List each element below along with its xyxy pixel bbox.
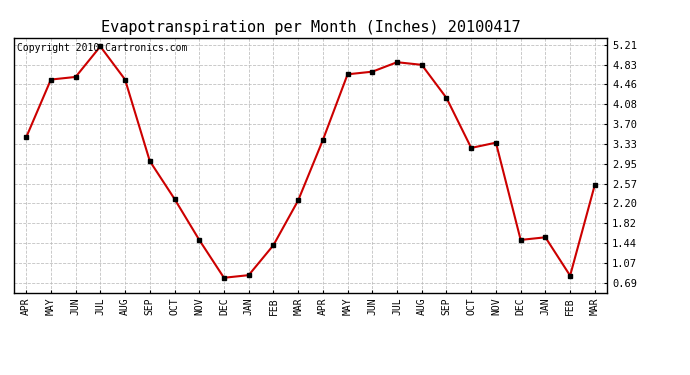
Title: Evapotranspiration per Month (Inches) 20100417: Evapotranspiration per Month (Inches) 20…	[101, 20, 520, 35]
Text: Copyright 2010 Cartronics.com: Copyright 2010 Cartronics.com	[17, 43, 187, 52]
